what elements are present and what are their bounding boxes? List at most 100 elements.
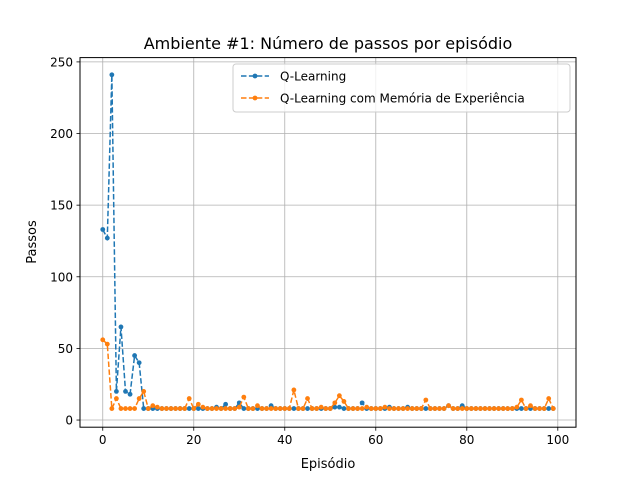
- data-point: [123, 388, 128, 394]
- x-tick-label: 60: [368, 433, 383, 447]
- x-tick-label: 0: [99, 433, 107, 447]
- data-point: [132, 406, 138, 411]
- grid: [80, 57, 576, 428]
- data-point: [109, 72, 115, 78]
- legend-label: Q-Learning: [280, 70, 346, 84]
- data-point: [136, 360, 142, 366]
- data-point: [341, 406, 347, 411]
- data-point: [427, 406, 433, 411]
- data-point: [296, 406, 301, 411]
- data-point: [223, 406, 229, 411]
- data-point: [291, 387, 297, 393]
- data-point: [223, 401, 229, 407]
- data-point: [182, 406, 188, 411]
- data-point: [368, 406, 374, 411]
- data-point: [541, 406, 547, 411]
- series-2: [100, 337, 556, 411]
- data-point: [423, 397, 429, 403]
- y-tick-label: 0: [65, 414, 73, 428]
- data-point: [100, 227, 106, 232]
- data-point: [473, 406, 479, 411]
- legend-item: Q-Learning: [241, 70, 346, 84]
- data-point: [186, 396, 192, 401]
- data-point: [341, 399, 347, 404]
- data-point: [273, 406, 279, 411]
- data-point: [205, 406, 210, 411]
- data-point: [141, 388, 147, 394]
- data-point: [118, 324, 124, 330]
- data-point: [305, 406, 310, 411]
- data-point: [305, 396, 310, 401]
- data-point: [300, 406, 306, 411]
- data-point: [314, 406, 320, 411]
- data-point: [164, 406, 169, 411]
- data-point: [245, 406, 251, 411]
- data-point: [109, 406, 115, 411]
- data-point: [173, 406, 178, 411]
- data-point: [282, 406, 288, 411]
- y-tick-label: 250: [50, 55, 73, 69]
- data-point: [405, 406, 411, 411]
- data-point: [268, 406, 274, 411]
- data-point: [159, 406, 165, 411]
- data-point: [136, 396, 142, 401]
- data-point: [286, 406, 292, 411]
- data-point: [496, 406, 502, 411]
- data-point: [418, 406, 424, 411]
- data-point: [232, 406, 238, 411]
- data-point: [277, 406, 283, 411]
- series-layer: [100, 72, 556, 411]
- data-point: [195, 406, 201, 411]
- data-point: [250, 406, 256, 411]
- data-point: [550, 406, 556, 411]
- data-point: [177, 406, 183, 411]
- data-point: [209, 406, 215, 411]
- legend-item: Q-Learning com Memória de Experiência: [241, 92, 525, 106]
- data-point: [437, 406, 442, 411]
- y-tick-label: 100: [50, 270, 73, 284]
- data-point: [382, 404, 388, 410]
- data-point: [332, 400, 338, 406]
- data-point: [291, 406, 297, 411]
- data-point: [150, 403, 156, 409]
- data-point: [468, 406, 474, 411]
- data-point: [154, 404, 160, 410]
- data-point: [423, 406, 429, 411]
- data-point: [323, 406, 329, 411]
- data-point: [482, 406, 488, 411]
- data-point: [464, 406, 470, 411]
- legend: Q-Learning Q-Learning com Memória de Expe…: [232, 63, 571, 113]
- legend-marker: [252, 73, 258, 79]
- data-point: [459, 406, 465, 411]
- data-point: [118, 406, 124, 411]
- data-point: [264, 406, 269, 411]
- data-point: [350, 406, 356, 411]
- data-point: [168, 406, 174, 411]
- x-axis-label: Episódio: [301, 457, 356, 472]
- data-point: [446, 403, 451, 409]
- data-point: [491, 406, 497, 411]
- data-point: [241, 394, 247, 400]
- data-point: [455, 406, 461, 411]
- data-point: [127, 391, 133, 397]
- data-point: [414, 406, 420, 411]
- data-point: [432, 406, 438, 411]
- data-point: [259, 406, 265, 411]
- data-point: [409, 406, 415, 411]
- legend-box: [232, 63, 571, 113]
- data-point: [391, 406, 397, 411]
- data-point: [241, 406, 247, 411]
- data-point: [332, 404, 338, 410]
- data-point: [227, 406, 233, 411]
- legend-label: Q-Learning com Memória de Experiência: [280, 92, 525, 106]
- data-point: [478, 406, 483, 411]
- x-tick-label: 20: [186, 433, 201, 447]
- data-point: [514, 404, 520, 410]
- data-point: [214, 406, 219, 411]
- data-point: [114, 396, 119, 401]
- data-point: [114, 388, 119, 394]
- data-point: [336, 404, 342, 410]
- chart-title: Ambiente #1: Número de passos por episód…: [144, 34, 513, 53]
- y-tick-label: 200: [50, 127, 73, 141]
